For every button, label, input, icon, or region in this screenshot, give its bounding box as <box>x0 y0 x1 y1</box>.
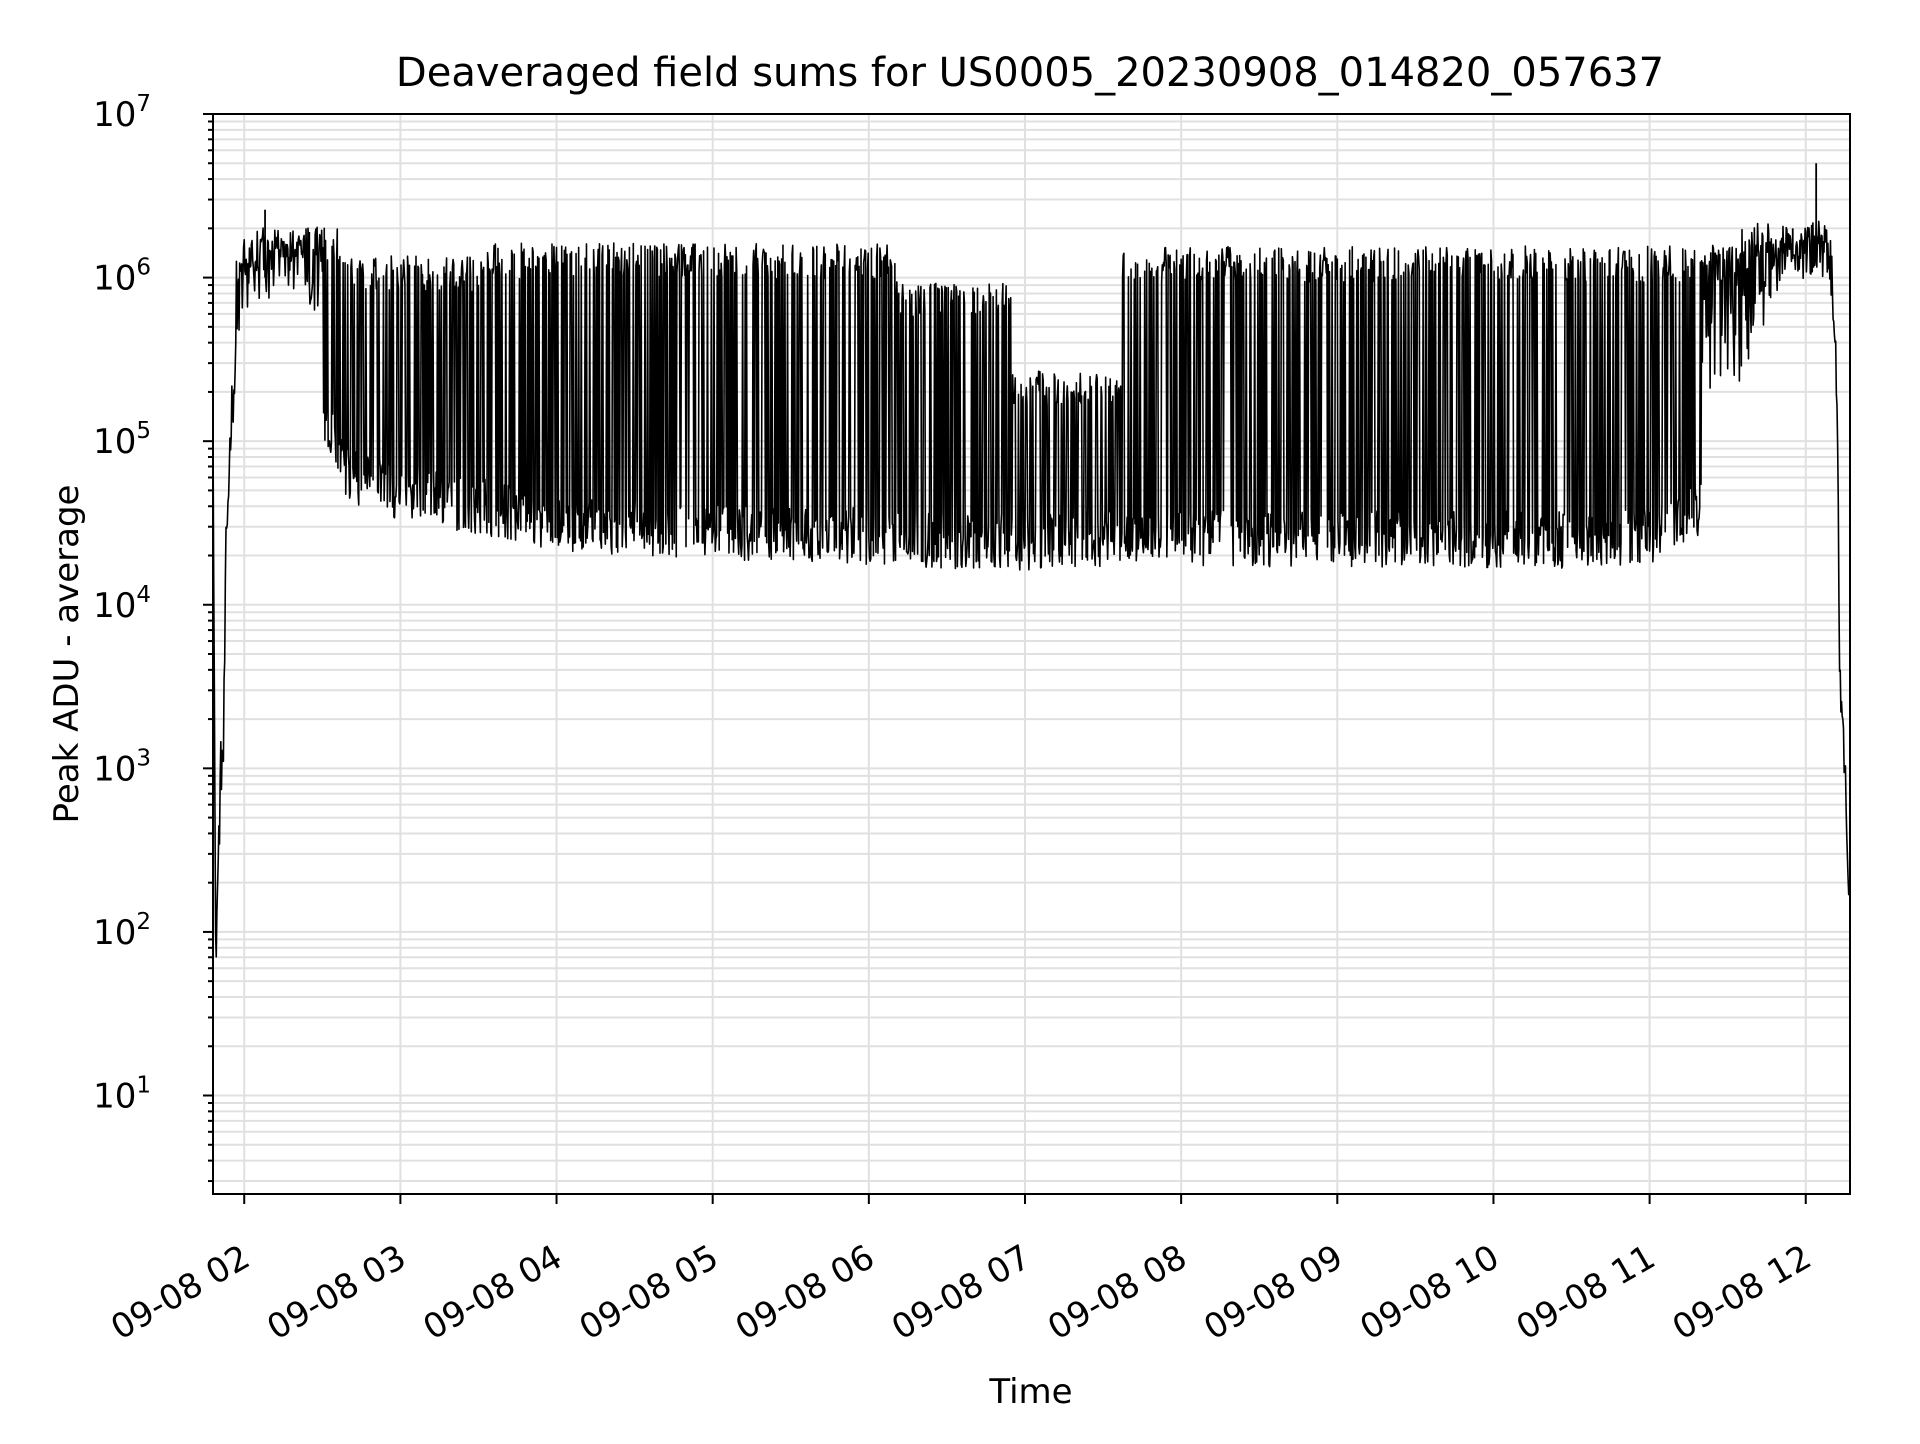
series-line-peak-adu <box>212 220 1851 958</box>
y-tick-label: 104 <box>93 582 151 626</box>
y-tick-exponent: 3 <box>136 745 151 771</box>
y-tick-exponent: 4 <box>136 582 151 608</box>
series-layer <box>212 163 1851 958</box>
y-tick-label: 102 <box>93 909 151 953</box>
y-tick-base: 10 <box>93 422 136 462</box>
chart-title: Deaveraged field sums for US0005_2023090… <box>396 50 1664 96</box>
y-tick-base: 10 <box>93 749 136 789</box>
y-tick-exponent: 2 <box>136 909 151 935</box>
y-tick-label: 106 <box>93 255 151 299</box>
y-axis-label: Peak ADU - average <box>47 485 87 824</box>
y-tick-label: 105 <box>93 418 151 462</box>
y-tick-exponent: 5 <box>136 418 151 444</box>
y-tick-exponent: 6 <box>136 255 151 281</box>
y-tick-base: 10 <box>93 913 136 953</box>
y-tick-base: 10 <box>93 95 136 135</box>
y-tick-label: 107 <box>93 91 151 135</box>
y-tick-exponent: 7 <box>136 91 151 117</box>
plot-frame <box>212 113 1851 1195</box>
y-tick-label: 101 <box>93 1073 151 1117</box>
x-axis-label: Time <box>988 1372 1072 1412</box>
y-tick-base: 10 <box>93 1077 136 1117</box>
y-tick-label: 103 <box>93 745 151 789</box>
y-tick-base: 10 <box>93 259 136 299</box>
y-tick-exponent: 1 <box>136 1073 151 1099</box>
y-tick-base: 10 <box>93 586 136 626</box>
